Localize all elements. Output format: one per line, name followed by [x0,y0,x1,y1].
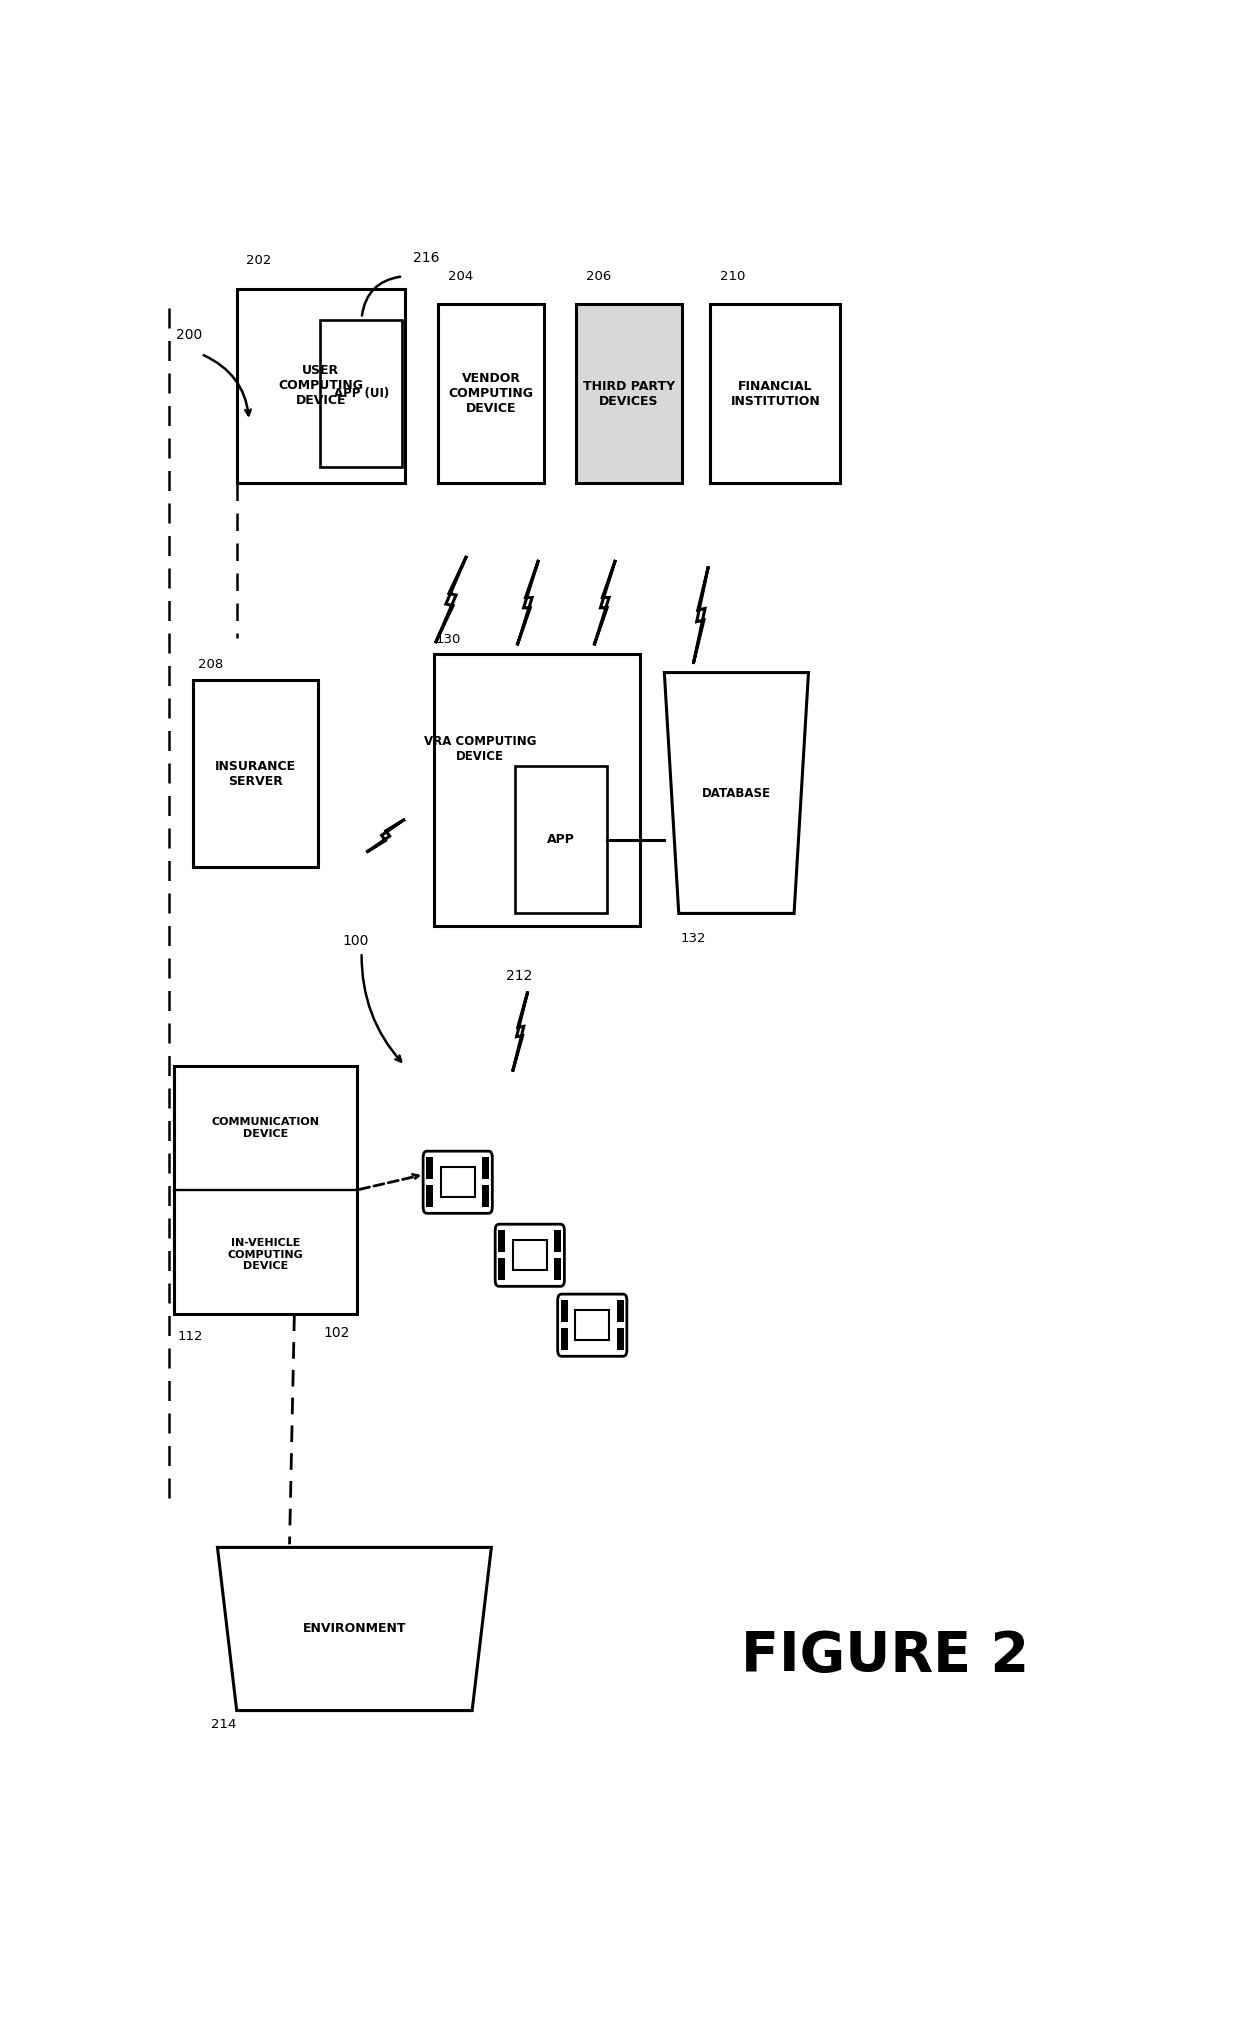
Text: INSURANCE
SERVER: INSURANCE SERVER [216,759,296,787]
Text: 210: 210 [720,270,745,283]
Text: THIRD PARTY
DEVICES: THIRD PARTY DEVICES [583,379,675,408]
Polygon shape [517,559,538,646]
Text: 130: 130 [435,634,461,646]
Text: VENDOR
COMPUTING
DEVICE: VENDOR COMPUTING DEVICE [449,371,534,416]
FancyBboxPatch shape [439,305,544,482]
FancyBboxPatch shape [427,1185,433,1207]
Polygon shape [366,819,405,852]
FancyBboxPatch shape [495,1225,564,1285]
FancyBboxPatch shape [560,1328,568,1350]
FancyBboxPatch shape [711,305,841,482]
FancyBboxPatch shape [516,765,606,914]
Text: APP: APP [547,833,575,846]
Text: 112: 112 [177,1330,202,1342]
Text: 212: 212 [506,969,532,983]
FancyBboxPatch shape [320,321,402,468]
Text: 100: 100 [342,934,368,948]
Text: FIGURE 2: FIGURE 2 [742,1629,1029,1683]
Text: FINANCIAL
INSTITUTION: FINANCIAL INSTITUTION [730,379,820,408]
Text: COMMUNICATION
DEVICE: COMMUNICATION DEVICE [212,1118,320,1138]
Text: ENVIRONMENT: ENVIRONMENT [303,1622,407,1635]
FancyBboxPatch shape [575,1310,609,1340]
Text: APP (UI): APP (UI) [334,387,389,400]
FancyBboxPatch shape [193,680,319,868]
Text: 202: 202 [247,254,272,266]
Polygon shape [665,672,808,914]
Text: 208: 208 [198,658,223,672]
Text: 214: 214 [211,1717,236,1731]
Text: VRA COMPUTING
DEVICE: VRA COMPUTING DEVICE [424,735,536,763]
FancyBboxPatch shape [498,1231,505,1253]
FancyBboxPatch shape [558,1294,627,1356]
FancyBboxPatch shape [174,1066,357,1314]
Text: 132: 132 [681,932,706,944]
FancyBboxPatch shape [616,1328,624,1350]
Polygon shape [693,567,708,664]
FancyBboxPatch shape [498,1259,505,1279]
Text: DATABASE: DATABASE [702,787,771,799]
FancyBboxPatch shape [482,1185,489,1207]
FancyBboxPatch shape [616,1300,624,1322]
Polygon shape [512,991,528,1072]
FancyBboxPatch shape [513,1241,547,1269]
Polygon shape [217,1548,491,1711]
FancyBboxPatch shape [237,289,404,482]
Text: 206: 206 [585,270,611,283]
Polygon shape [594,559,615,646]
Text: USER
COMPUTING
DEVICE: USER COMPUTING DEVICE [278,365,363,408]
Text: IN-VEHICLE
COMPUTING
DEVICE: IN-VEHICLE COMPUTING DEVICE [228,1239,304,1271]
FancyBboxPatch shape [575,305,682,482]
FancyBboxPatch shape [440,1166,475,1197]
Text: 216: 216 [413,252,439,266]
FancyBboxPatch shape [423,1150,492,1213]
FancyBboxPatch shape [554,1259,562,1279]
Text: 200: 200 [176,329,202,343]
FancyBboxPatch shape [482,1158,489,1179]
FancyBboxPatch shape [554,1231,562,1253]
Text: 204: 204 [448,270,474,283]
Text: 102: 102 [324,1326,350,1340]
FancyBboxPatch shape [427,1158,433,1179]
FancyBboxPatch shape [434,654,640,926]
Polygon shape [435,557,466,644]
FancyBboxPatch shape [560,1300,568,1322]
